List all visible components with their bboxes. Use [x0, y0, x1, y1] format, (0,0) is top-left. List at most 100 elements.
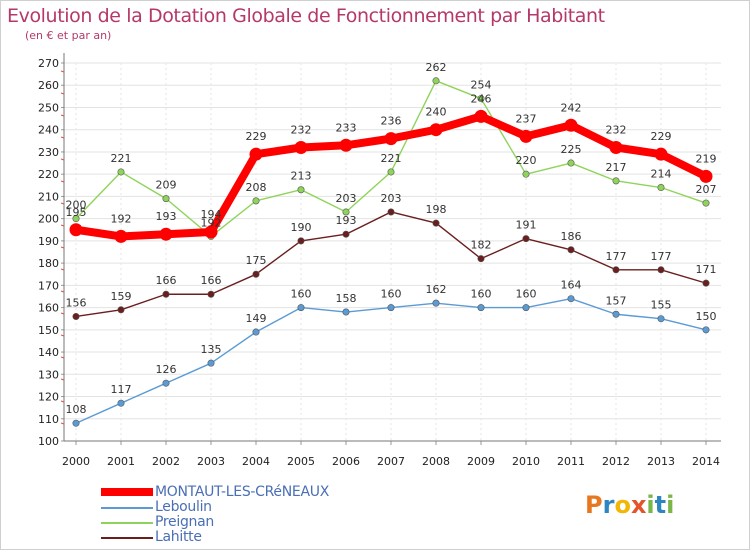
data-point-montaut-les-cr-neaux — [114, 229, 128, 243]
data-point-lahitte — [162, 290, 170, 298]
legend-item-preignan[interactable]: Preignan — [101, 515, 401, 530]
data-point-leboulin — [342, 308, 350, 316]
data-point-leboulin — [567, 295, 575, 303]
data-label-leboulin: 149 — [246, 312, 267, 325]
data-point-leboulin — [162, 379, 170, 387]
data-point-preignan — [297, 186, 305, 194]
axis-marker — [60, 290, 65, 293]
chart-subtitle: (en € et par an) — [25, 29, 112, 42]
data-label-preignan: 217 — [606, 161, 627, 174]
data-label-lahitte: 175 — [246, 254, 267, 267]
data-point-lahitte — [252, 270, 260, 278]
data-point-leboulin — [72, 419, 80, 427]
y-tick-label: 240 — [38, 124, 59, 137]
data-label-leboulin: 158 — [336, 292, 357, 305]
data-label-leboulin: 126 — [156, 363, 177, 376]
data-label-montaut-les-cr-neaux: 194 — [201, 208, 222, 221]
data-point-montaut-les-cr-neaux — [159, 227, 173, 241]
legend-item-leboulin[interactable]: Leboulin — [101, 500, 401, 515]
data-label-montaut-les-cr-neaux: 237 — [516, 112, 537, 125]
x-tick-label: 2004 — [242, 455, 270, 468]
chart-legend: MONTAUT-LES-CRéNEAUX Leboulin Preignan L… — [101, 485, 401, 545]
data-point-lahitte — [657, 266, 665, 274]
data-point-leboulin — [522, 304, 530, 312]
y-tick-label: 170 — [38, 279, 59, 292]
data-label-montaut-les-cr-neaux: 240 — [426, 106, 447, 119]
data-point-preignan — [162, 195, 170, 203]
x-tick-label: 2007 — [377, 455, 405, 468]
x-tick-label: 2010 — [512, 455, 540, 468]
data-point-montaut-les-cr-neaux — [609, 140, 623, 154]
data-label-preignan: 213 — [291, 170, 312, 183]
data-point-preignan — [657, 184, 665, 192]
data-label-leboulin: 150 — [696, 310, 717, 323]
data-label-lahitte: 177 — [606, 250, 627, 263]
axis-marker — [60, 268, 65, 271]
legend-item-lahitte[interactable]: Lahitte — [101, 530, 401, 545]
data-label-leboulin: 155 — [651, 299, 672, 312]
y-tick-label: 110 — [38, 413, 59, 426]
y-tick-label: 260 — [38, 79, 59, 92]
data-label-montaut-les-cr-neaux: 219 — [696, 152, 717, 165]
x-tick-label: 2005 — [287, 455, 315, 468]
data-point-preignan — [252, 197, 260, 205]
data-label-leboulin: 160 — [471, 288, 492, 301]
data-label-leboulin: 160 — [516, 288, 537, 301]
data-label-leboulin: 117 — [111, 383, 132, 396]
data-label-lahitte: 193 — [336, 214, 357, 227]
data-point-preignan — [72, 215, 80, 223]
data-point-leboulin — [297, 304, 305, 312]
data-point-montaut-les-cr-neaux — [204, 225, 218, 239]
x-tick-label: 2014 — [692, 455, 720, 468]
data-point-preignan — [477, 95, 485, 103]
data-label-lahitte: 186 — [561, 230, 582, 243]
data-point-montaut-les-cr-neaux — [474, 109, 488, 123]
data-label-montaut-les-cr-neaux: 236 — [381, 115, 402, 128]
data-point-montaut-les-cr-neaux — [564, 118, 578, 132]
data-point-leboulin — [612, 310, 620, 318]
proxiti-logo: Proxiti — [585, 491, 674, 519]
data-label-leboulin: 162 — [426, 283, 447, 296]
data-label-preignan: 254 — [471, 79, 492, 92]
data-point-leboulin — [117, 399, 125, 407]
data-point-preignan — [612, 177, 620, 185]
logo-letter: r — [602, 491, 615, 519]
data-point-preignan — [567, 159, 575, 167]
data-point-montaut-les-cr-neaux — [294, 140, 308, 154]
data-label-lahitte: 203 — [381, 192, 402, 205]
axis-marker — [60, 312, 65, 315]
x-tick-label: 2006 — [332, 455, 360, 468]
legend-item-montaut[interactable]: MONTAUT-LES-CRéNEAUX — [101, 485, 401, 500]
data-point-preignan — [117, 168, 125, 176]
x-tick-label: 2012 — [602, 455, 630, 468]
data-point-montaut-les-cr-neaux — [339, 138, 353, 152]
data-point-lahitte — [117, 306, 125, 314]
logo-letter: i — [666, 491, 675, 519]
data-label-preignan: 200 — [66, 199, 87, 212]
axis-marker — [60, 356, 65, 359]
y-tick-label: 180 — [38, 257, 59, 270]
data-label-preignan: 192 — [201, 216, 222, 229]
data-label-leboulin: 164 — [561, 279, 582, 292]
data-label-montaut-les-cr-neaux: 193 — [156, 210, 177, 223]
data-label-leboulin: 108 — [66, 403, 87, 416]
axis-marker — [60, 422, 65, 425]
legend-label-preignan: Preignan — [155, 514, 214, 530]
data-point-lahitte — [297, 237, 305, 245]
data-label-montaut-les-cr-neaux: 229 — [651, 130, 672, 143]
logo-letter: x — [630, 491, 647, 519]
data-label-lahitte: 198 — [426, 203, 447, 216]
x-tick-label: 2001 — [107, 455, 135, 468]
axis-marker — [60, 378, 65, 381]
data-label-preignan: 221 — [111, 152, 132, 165]
data-label-lahitte: 159 — [111, 290, 132, 303]
axis-marker — [60, 92, 65, 95]
data-point-leboulin — [702, 326, 710, 334]
axis-marker — [60, 334, 65, 337]
y-tick-label: 220 — [38, 168, 59, 181]
legend-swatch-leboulin — [101, 507, 153, 509]
y-tick-label: 150 — [38, 324, 59, 337]
data-label-preignan: 220 — [516, 154, 537, 167]
data-label-montaut-les-cr-neaux: 233 — [336, 121, 357, 134]
